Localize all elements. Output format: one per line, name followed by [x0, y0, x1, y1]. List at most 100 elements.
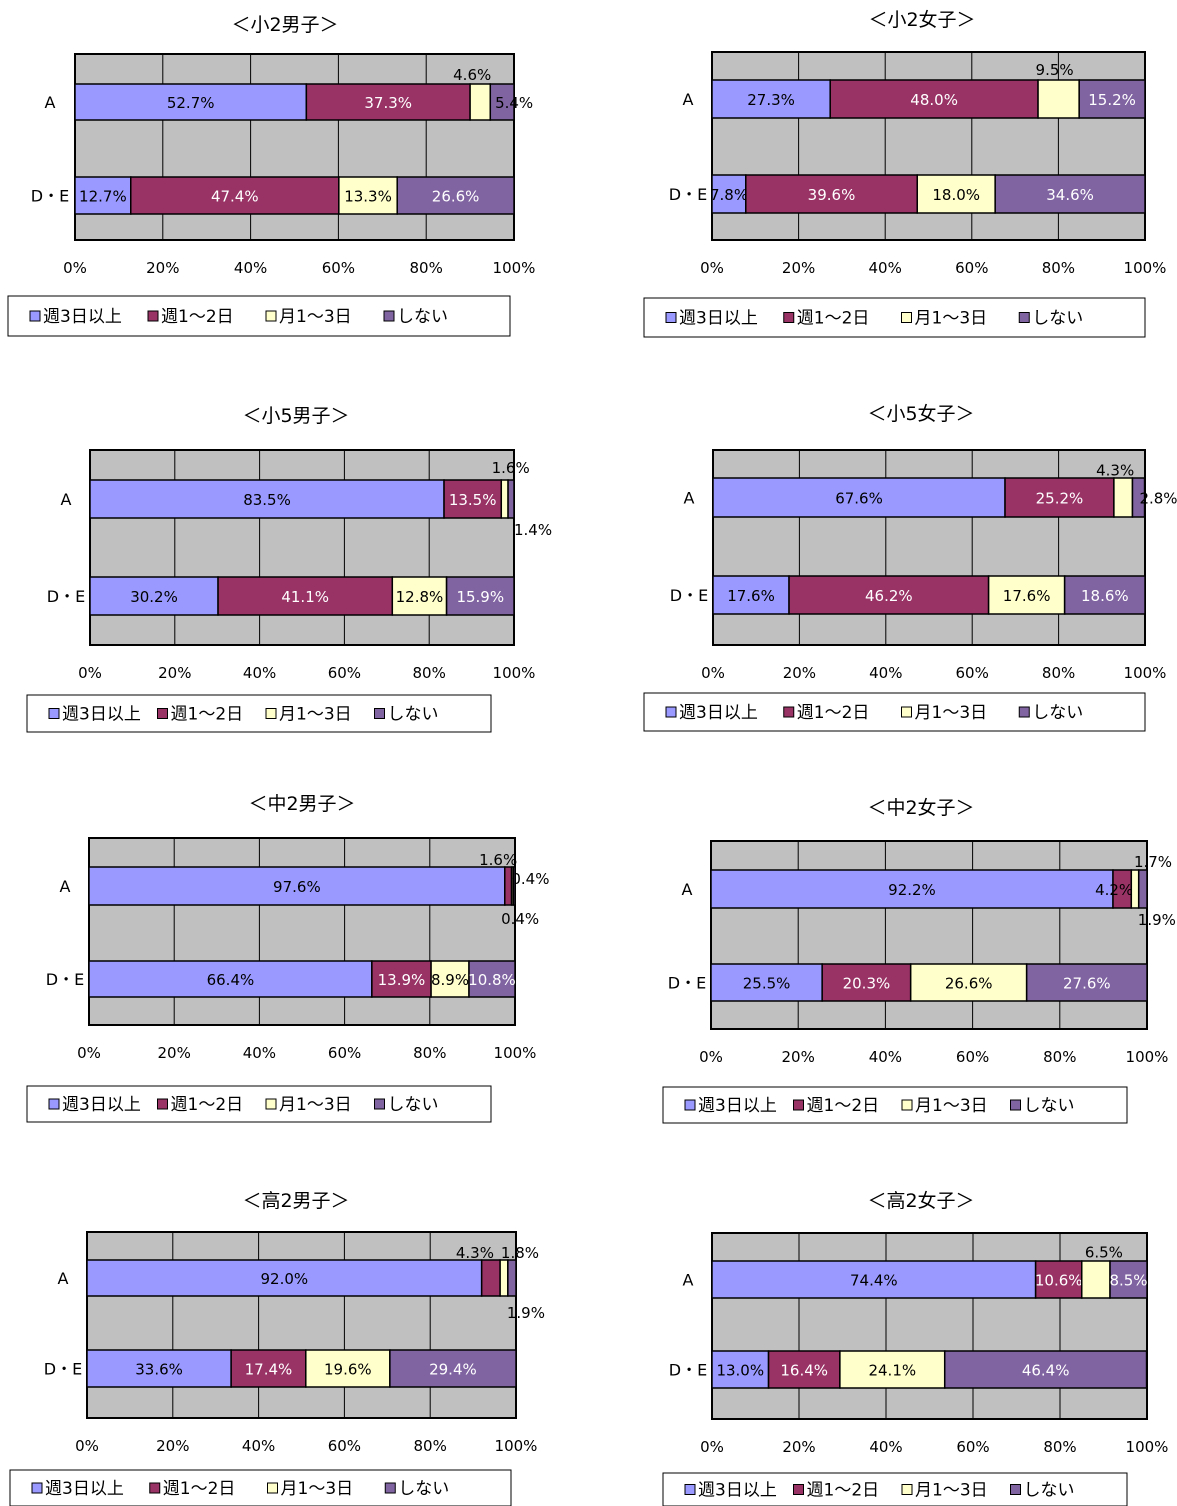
x-tick-label: 60%: [328, 1044, 361, 1062]
bar-segment: [710, 869, 1114, 909]
data-label: 13.9%: [378, 971, 426, 989]
legend-label: 月1～3日: [279, 705, 352, 725]
bar-segment: [821, 963, 912, 1002]
x-tick-label: 0%: [78, 664, 102, 682]
x-tick-label: 100%: [1124, 259, 1167, 277]
bar-segment: [512, 866, 516, 906]
legend-swatch: [901, 312, 912, 323]
bar-segment: [788, 575, 990, 615]
legend-label: 月1～3日: [281, 1479, 354, 1499]
legend-label: しない: [388, 705, 439, 725]
bar-segment: [712, 477, 1006, 518]
data-label: 7.8%: [710, 186, 748, 204]
legend: 週3日以上 週1～2日 月1～3日 しない: [9, 1469, 512, 1506]
bar-segment: [745, 174, 918, 214]
data-label: 13.5%: [449, 491, 497, 509]
x-tick-label: 0%: [699, 1048, 723, 1066]
bar-segment: [445, 576, 515, 616]
category-label: D・E: [668, 974, 706, 993]
legend-label: 週3日以上: [43, 307, 122, 327]
legend-box: [662, 1472, 1128, 1506]
legend-swatch: [793, 1484, 804, 1495]
bar-segment: [1131, 477, 1146, 518]
bar-segment: [89, 479, 445, 519]
chart-title: ＜小2男子＞: [231, 14, 338, 36]
x-tick-label: 20%: [158, 1044, 191, 1062]
bar-segment: [469, 83, 492, 121]
legend-label: 月1～3日: [279, 1095, 352, 1115]
bar-segment: [130, 176, 340, 215]
data-label: 29.4%: [429, 1361, 477, 1379]
data-label: 52.7%: [167, 94, 215, 112]
legend-label: しない: [1032, 309, 1083, 329]
bar-segment: [943, 1350, 1148, 1389]
chart-title: ＜中2女子＞: [867, 797, 974, 819]
legend-label: 週1～2日: [171, 705, 244, 725]
chart-panel: ＜中2男子＞0% 20% 40% 60% 80% 100%A 97.6%1.6%0.4%0.…: [26, 793, 549, 1123]
data-label: 13.3%: [344, 188, 392, 206]
data-label: 25.2%: [1036, 490, 1084, 508]
legend-box: [643, 692, 1146, 732]
x-tick-label: 80%: [414, 1437, 447, 1455]
data-label: 97.6%: [273, 878, 321, 896]
legend-label: しない: [1032, 703, 1083, 723]
bar-segment: [1081, 1260, 1111, 1299]
data-label: 2.8%: [1139, 490, 1177, 508]
data-label: 12.8%: [396, 588, 444, 606]
bar-segment: [74, 83, 308, 121]
data-label: 26.6%: [945, 975, 993, 993]
x-tick-label: 20%: [156, 1437, 189, 1455]
x-tick-label: 80%: [1043, 1438, 1076, 1456]
legend-swatch: [901, 1484, 913, 1495]
data-label: 24.1%: [868, 1362, 916, 1380]
x-tick-label: 80%: [1042, 664, 1075, 682]
x-tick-label: 0%: [75, 1437, 99, 1455]
chart-title: ＜小5男子＞: [242, 405, 349, 427]
category-label: A: [61, 490, 72, 509]
data-label: 17.6%: [727, 587, 775, 605]
data-label: 13.0%: [716, 1362, 764, 1380]
x-tick-label: 20%: [782, 259, 815, 277]
data-label: 1.4%: [514, 521, 552, 539]
data-label: 1.8%: [501, 1244, 539, 1262]
bar-segment: [88, 960, 373, 998]
bar-segment: [1137, 869, 1148, 909]
data-label: 25.5%: [743, 975, 791, 993]
bar-segment: [1034, 1260, 1083, 1299]
bar-segment: [305, 1349, 391, 1388]
x-tick-label: 20%: [146, 259, 179, 277]
data-label: 4.3%: [1096, 462, 1134, 480]
category-label: D・E: [669, 1361, 707, 1380]
legend-box: [643, 297, 1146, 338]
category-label: A: [683, 1271, 694, 1290]
legend-label: 週3日以上: [62, 705, 141, 725]
category-label: D・E: [669, 185, 707, 204]
data-label: 27.3%: [747, 91, 795, 109]
chart-title: ＜高2男子＞: [242, 1190, 349, 1212]
bar-segment: [1078, 79, 1146, 119]
bar-segment: [712, 575, 790, 615]
legend-label: 月1～3日: [279, 307, 352, 327]
data-label: 9.5%: [1036, 61, 1074, 79]
legend-swatch: [267, 1482, 278, 1494]
chart-panel: ＜中2女子＞ 0% 20% 40% 60% 80% 100% A 92.2% 4.2%1.7% 1.…: [662, 797, 1176, 1124]
legend-swatch: [147, 310, 159, 322]
legend-label: しない: [1024, 1481, 1075, 1501]
legend-swatch: [665, 706, 677, 718]
category-label: D・E: [44, 1360, 82, 1379]
category-label: A: [60, 877, 71, 896]
legend-swatch: [783, 312, 795, 323]
data-label: 15.9%: [456, 588, 504, 606]
legend-swatch: [31, 1482, 43, 1494]
legend-swatch: [157, 708, 168, 719]
legend-swatch: [149, 1482, 161, 1494]
bar-segment: [1004, 477, 1115, 518]
legend-label: 週3日以上: [679, 703, 758, 723]
x-tick-label: 100%: [495, 1437, 538, 1455]
chart-title: ＜高2女子＞: [867, 1190, 974, 1212]
legend-label: しない: [1024, 1096, 1075, 1116]
data-label: 92.0%: [261, 1270, 309, 1288]
x-tick-label: 0%: [77, 1044, 101, 1062]
data-label: 46.2%: [865, 587, 913, 605]
legend-swatch: [1018, 312, 1030, 323]
